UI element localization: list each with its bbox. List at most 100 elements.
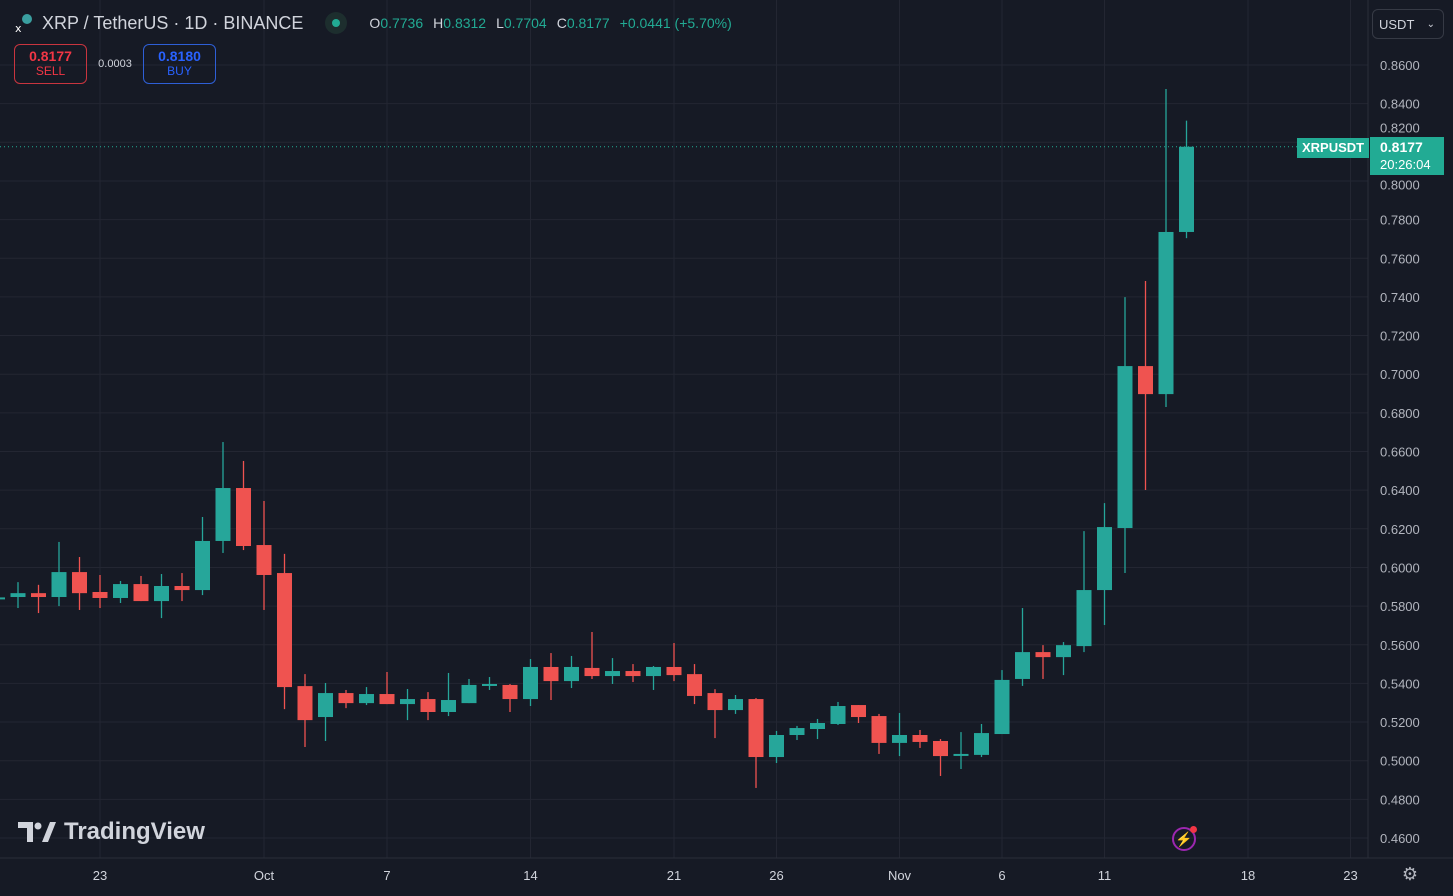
candle[interactable]: [461, 678, 477, 704]
candle[interactable]: [1015, 608, 1030, 686]
candle[interactable]: [789, 725, 805, 741]
candle[interactable]: [215, 442, 231, 553]
candle[interactable]: [1158, 88, 1174, 408]
candle[interactable]: [441, 672, 456, 717]
candle[interactable]: [1117, 297, 1133, 574]
candle[interactable]: [359, 687, 374, 706]
candle[interactable]: [379, 671, 395, 705]
candle-body: [31, 593, 46, 598]
market-status-icon[interactable]: [325, 12, 348, 34]
candle[interactable]: [154, 574, 169, 619]
candle[interactable]: [92, 574, 108, 609]
candle[interactable]: [502, 683, 518, 713]
candle[interactable]: [31, 584, 46, 614]
candle[interactable]: [256, 500, 272, 610]
price-tick: 0.6400: [1380, 483, 1420, 498]
currency-dropdown[interactable]: USDT ⌄: [1372, 9, 1444, 39]
candle-body: [379, 694, 395, 705]
price-tick: 0.6800: [1380, 406, 1420, 421]
candle-body: [605, 671, 620, 677]
price-tick: 0.7400: [1380, 290, 1420, 305]
symbol-title[interactable]: XRP / TetherUS · 1D · BINANCE: [42, 12, 304, 33]
candle[interactable]: [400, 689, 415, 721]
candle[interactable]: [72, 557, 87, 610]
candle[interactable]: [584, 631, 600, 679]
candle[interactable]: [912, 729, 928, 748]
candle[interactable]: [1138, 281, 1153, 490]
grid: [0, 0, 1368, 858]
candle[interactable]: [523, 659, 538, 707]
candle[interactable]: [707, 689, 723, 739]
candle[interactable]: [482, 677, 497, 690]
candle[interactable]: [646, 666, 661, 690]
candle-body: [646, 666, 661, 677]
candle-body: [625, 671, 641, 677]
tradingview-logo[interactable]: TradingView: [18, 818, 205, 846]
candle-body: [256, 545, 272, 575]
candle-body: [297, 686, 313, 721]
candle[interactable]: [994, 670, 1010, 735]
candle[interactable]: [830, 701, 846, 725]
candle-body: [789, 728, 805, 735]
candle[interactable]: [195, 517, 210, 596]
buy-button[interactable]: 0.8180 BUY: [143, 44, 216, 84]
candle[interactable]: [728, 694, 743, 714]
candle[interactable]: [318, 683, 333, 741]
candle-body: [933, 740, 948, 757]
candle[interactable]: [1179, 120, 1194, 239]
candle[interactable]: [277, 553, 292, 710]
candle[interactable]: [666, 643, 682, 682]
candle[interactable]: [769, 730, 784, 764]
price-tick: 0.5600: [1380, 638, 1420, 653]
sell-button[interactable]: 0.8177 SELL: [14, 44, 87, 84]
symbol-price-label: XRPUSDT: [1297, 138, 1370, 158]
candle[interactable]: [297, 674, 313, 747]
time-tick: Nov: [888, 868, 912, 883]
chart-header: x XRP / TetherUS · 1D · BINANCE O0.7736 …: [14, 12, 732, 35]
candle[interactable]: [1035, 645, 1051, 679]
candle-body: [523, 666, 538, 700]
candle[interactable]: [338, 689, 354, 709]
candle[interactable]: [851, 705, 866, 724]
candle-body: [564, 666, 579, 682]
candle[interactable]: [1056, 642, 1071, 676]
candle[interactable]: [933, 739, 948, 776]
candle[interactable]: [174, 573, 190, 602]
candle[interactable]: [543, 653, 559, 701]
candle[interactable]: [892, 712, 907, 757]
candle[interactable]: [974, 723, 989, 758]
candle-body: [953, 753, 969, 756]
candle[interactable]: [953, 732, 969, 770]
candle[interactable]: [113, 580, 128, 604]
candle[interactable]: [748, 698, 764, 788]
candle-body: [420, 699, 436, 713]
candle[interactable]: [810, 718, 825, 740]
price-tick: 0.4800: [1380, 792, 1420, 807]
time-axis-labels: 23 Oct 7 14 21 26 Nov 6 11 18 23: [93, 868, 1358, 883]
candle[interactable]: [1097, 503, 1112, 626]
candle[interactable]: [1076, 531, 1092, 653]
candles: [0, 88, 1194, 788]
candle[interactable]: [420, 692, 436, 721]
candle[interactable]: [51, 541, 67, 607]
candle[interactable]: [236, 460, 251, 551]
lightning-icon[interactable]: ⚡: [1172, 826, 1197, 851]
candle[interactable]: [605, 658, 620, 684]
time-tick: 7: [383, 868, 390, 883]
candle-body: [543, 666, 559, 682]
candle-body: [687, 674, 702, 696]
settings-icon[interactable]: ⚙: [1401, 864, 1419, 884]
candle[interactable]: [687, 664, 702, 705]
price-tick: 0.8400: [1380, 97, 1420, 112]
candle[interactable]: [0, 595, 5, 603]
candle[interactable]: [871, 713, 887, 754]
spread: 0.0003: [98, 58, 132, 70]
candle[interactable]: [133, 575, 149, 602]
candle-body: [1138, 366, 1153, 395]
candle[interactable]: [625, 664, 641, 683]
candle-body: [154, 586, 169, 602]
candle[interactable]: [564, 655, 579, 689]
candle[interactable]: [10, 582, 26, 609]
candle-body: [502, 684, 518, 700]
